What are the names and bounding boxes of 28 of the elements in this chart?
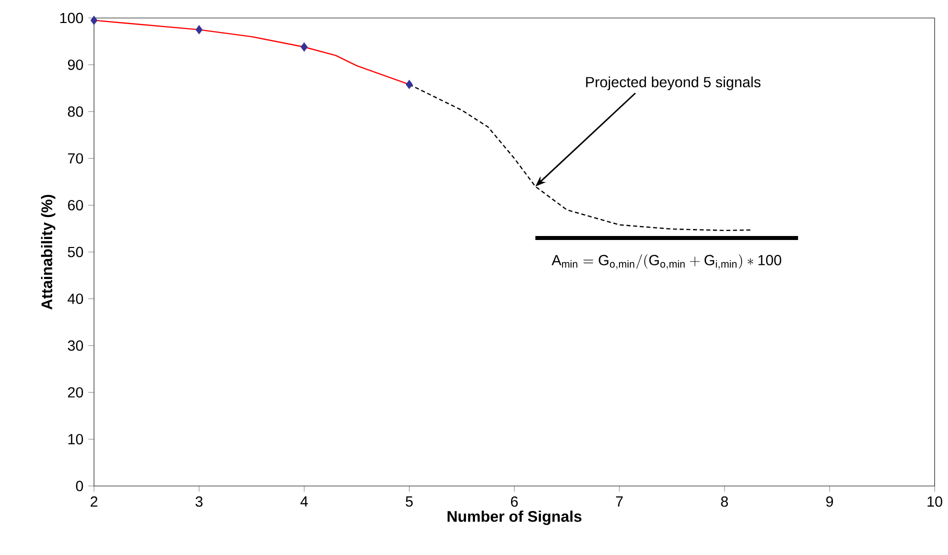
x-tick-label: 7 [616, 496, 623, 506]
x-tick-label: 2 [90, 496, 98, 507]
annotation: $\mathrm{A_{min} = G_{o,min}/(G_{o,min}+G_{i,min})*100}$ [552, 254, 782, 270]
x-tick-label: 8 [721, 496, 728, 507]
y-axis-title: Attainability (%) [41, 194, 56, 310]
y-tick-label: 10 [68, 434, 84, 444]
y-tick-label: 70 [68, 153, 84, 164]
y-tick-label: 40 [68, 294, 84, 304]
y-tick-label: 20 [68, 387, 84, 398]
point [196, 25, 203, 34]
y-tick-label: 60 [68, 200, 84, 210]
x-tick-label: 5 [406, 496, 413, 507]
point [406, 80, 413, 89]
x-tick-label: 9 [826, 496, 833, 507]
y-tick-label: 80 [68, 106, 84, 117]
x-tick-label: 6 [511, 496, 518, 507]
x-tick-label: 3 [196, 496, 203, 507]
y-tick-label: 50 [68, 246, 84, 258]
x-tick-label: 10 [928, 496, 942, 507]
y-tick-label: 0 [76, 480, 84, 492]
y-tick-label: 100 [60, 12, 84, 24]
x-tick-label: 4 [300, 496, 308, 506]
y-tick-label: 30 [68, 340, 84, 351]
y-tick-label: 90 [68, 60, 84, 70]
point [90, 16, 98, 25]
annotation: Projected beyond 5 signals [586, 76, 760, 90]
point [300, 42, 308, 52]
x-axis-title: Number of Signals [448, 510, 582, 525]
